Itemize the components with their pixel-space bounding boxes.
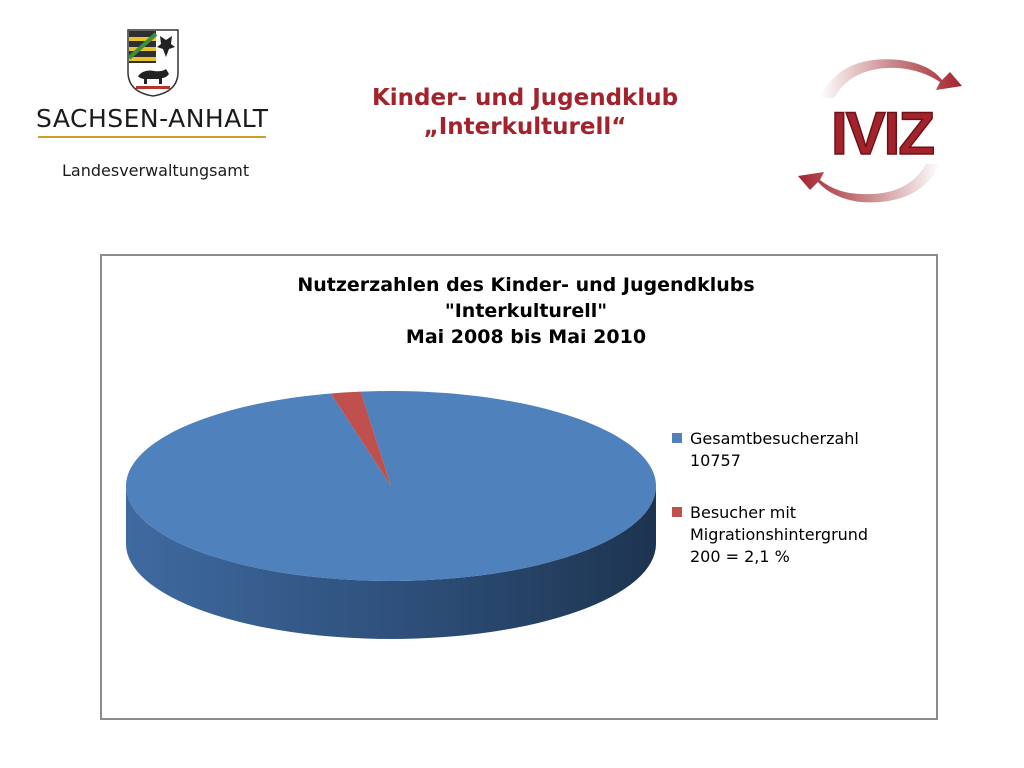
legend-item-migration: Besucher mit Migrationshintergrund 200 =… xyxy=(672,502,934,568)
iviz-logo-text: IVIZ xyxy=(831,100,933,167)
iviz-logo-icon: IVIZ xyxy=(798,59,962,203)
pie-side-wall xyxy=(126,486,656,639)
chart-title-line-2: "Interkulturell" xyxy=(444,300,608,322)
pie-slice-migration xyxy=(330,391,391,486)
chart-title-line-1: Nutzerzahlen des Kinder- und Jugendklubs xyxy=(297,274,755,296)
slide-title-line-2: „Interkulturell“ xyxy=(423,114,627,140)
sachsen-anhalt-logo: SACHSEN-ANHALT Landesverwaltungsamt xyxy=(36,28,276,188)
slide-title: Kinder- und Jugendklub „Interkulturell“ xyxy=(300,84,750,142)
org-name: SACHSEN-ANHALT xyxy=(36,104,269,133)
coat-of-arms-icon xyxy=(127,29,179,97)
legend-swatch-migration xyxy=(672,507,682,517)
legend-swatch-total xyxy=(672,433,682,443)
legend-item-total: Gesamtbesucherzahl 10757 xyxy=(672,428,934,472)
slide-title-line-1: Kinder- und Jugendklub xyxy=(371,85,679,111)
pie-chart xyxy=(125,391,656,639)
chart-legend: Gesamtbesucherzahl 10757 Besucher mit Mi… xyxy=(672,428,934,598)
legend-label-migration: Besucher mit Migrationshintergrund 200 =… xyxy=(690,503,869,566)
chart-frame: Nutzerzahlen des Kinder- und Jugendklubs… xyxy=(100,254,938,720)
chart-title: Nutzerzahlen des Kinder- und Jugendklubs… xyxy=(102,272,950,350)
chart-title-line-3: Mai 2008 bis Mai 2010 xyxy=(405,326,647,348)
brand-rule xyxy=(38,136,266,138)
org-subtitle: Landesverwaltungsamt xyxy=(62,161,250,180)
legend-label-total: Gesamtbesucherzahl 10757 xyxy=(690,429,859,470)
